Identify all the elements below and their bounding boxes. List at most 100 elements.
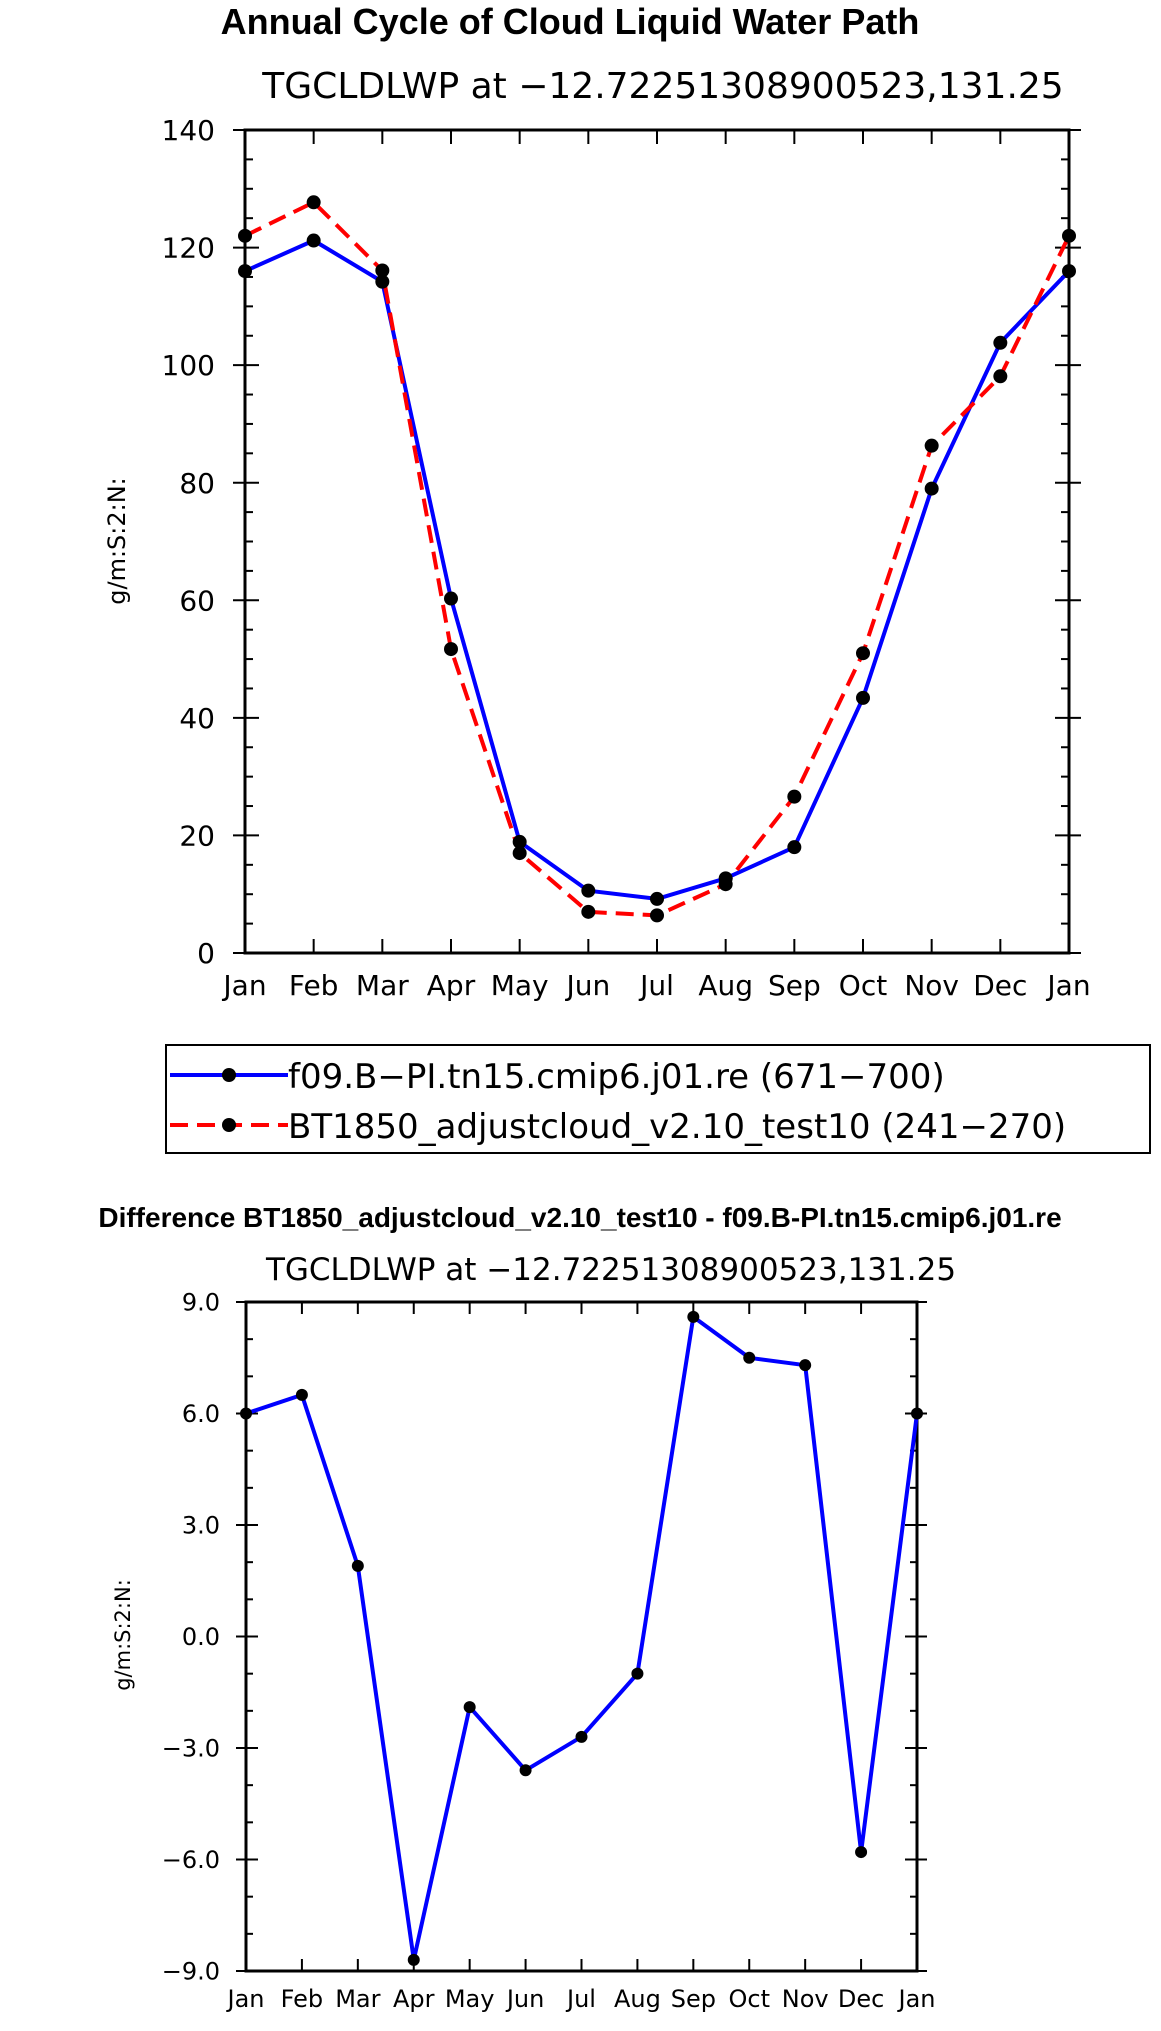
y-tick-label: 80 <box>179 467 215 500</box>
data-point-s1-4 <box>512 834 527 849</box>
y-tick-label: 0 <box>197 937 215 970</box>
data-point-s2-2 <box>375 263 390 278</box>
data-point-s1-5 <box>519 1764 532 1777</box>
data-point-s1-7 <box>631 1667 644 1680</box>
data-point-s1-0 <box>238 264 252 279</box>
y-tick-label: 120 <box>162 232 215 265</box>
data-point-s2-4 <box>512 846 527 861</box>
chart1-ylabel: g/m:S:2:N: <box>103 477 131 605</box>
x-tick-label: Dec <box>838 1985 884 2013</box>
chart2-title: Difference BT1850_adjustcloud_v2.10_test… <box>98 1202 1061 1233</box>
chart1-title: Annual Cycle of Cloud Liquid Water Path <box>221 1 920 42</box>
data-point-s2-9 <box>856 646 870 661</box>
legend-label-series-1: f09.B−PI.tn15.cmip6.j01.re (671−700) <box>288 1057 945 1097</box>
y-tick-label: 9.0 <box>182 1289 220 1317</box>
y-tick-label: 100 <box>162 349 215 382</box>
y-tick-label: 20 <box>179 820 215 853</box>
x-tick-label: Jul <box>638 969 674 1002</box>
x-tick-label: Oct <box>839 969 887 1002</box>
data-point-s1-6 <box>650 891 664 906</box>
data-point-s1-1 <box>306 233 321 248</box>
data-point-s1-6 <box>575 1730 588 1743</box>
data-point-s1-0 <box>240 1407 252 1420</box>
chart2-series-lines <box>245 1314 919 1962</box>
x-tick-label: Jan <box>226 1985 265 2013</box>
y-tick-label: 40 <box>179 702 215 735</box>
data-point-s2-7 <box>718 877 733 892</box>
data-point-s1-10 <box>799 1359 812 1372</box>
plot-frame <box>244 1300 919 1973</box>
y-tick-label: −3.0 <box>162 1735 220 1763</box>
data-point-s1-3 <box>407 1953 420 1966</box>
x-tick-label: Jul <box>565 1985 596 2013</box>
y-tick-label: −9.0 <box>162 1958 220 1986</box>
data-point-s1-9 <box>856 690 870 705</box>
chart2-data-points <box>240 1310 923 1966</box>
y-tick-label: 3.0 <box>182 1512 220 1540</box>
data-point-s1-4 <box>463 1701 476 1714</box>
x-tick-label: Aug <box>614 1985 661 2013</box>
annual-cycle-chart: Annual Cycle of Cloud Liquid Water Path … <box>103 1 1091 1002</box>
data-point-s2-5 <box>581 904 596 919</box>
x-tick-label: Mar <box>335 1985 380 2013</box>
data-point-s2-10 <box>924 438 939 453</box>
x-tick-label: Apr <box>393 1985 435 2013</box>
data-point-s1-9 <box>743 1351 756 1364</box>
x-tick-label: Nov <box>904 969 959 1002</box>
legend-label-series-2: BT1850_adjustcloud_v2.10_test10 (241−270… <box>288 1107 1066 1147</box>
difference-chart: Difference BT1850_adjustcloud_v2.10_test… <box>98 1202 1061 2013</box>
x-tick-label: Jan <box>1045 969 1090 1002</box>
chart1-series-lines <box>244 200 1071 918</box>
data-point-s2-3 <box>444 642 458 657</box>
chart1-data-points <box>238 195 1076 923</box>
data-point-s2-1 <box>306 195 321 210</box>
plot-frame <box>243 128 1071 955</box>
x-tick-label: Apr <box>427 969 476 1002</box>
data-point-s1-2 <box>375 274 390 289</box>
x-tick-label: Oct <box>729 1985 771 2013</box>
y-tick-label: 140 <box>162 114 215 147</box>
data-point-s1-3 <box>444 591 458 606</box>
y-tick-label: 6.0 <box>182 1400 220 1428</box>
data-point-s1-8 <box>687 1310 700 1323</box>
legend-marker-series-2 <box>222 1118 236 1132</box>
data-point-s1-8 <box>787 840 802 855</box>
x-tick-label: Mar <box>356 969 409 1002</box>
x-tick-label: Feb <box>289 969 339 1002</box>
y-tick-label: 0.0 <box>182 1623 220 1651</box>
data-point-s1-5 <box>581 883 596 898</box>
chart2-ylabel: g/m:S:2:N: <box>111 1579 135 1691</box>
x-tick-label: May <box>491 969 549 1002</box>
x-tick-label: Feb <box>281 1985 324 2013</box>
data-point-s1-12 <box>911 1407 923 1420</box>
x-tick-label: Jun <box>505 1985 545 2013</box>
series-line-1 <box>245 1314 919 1962</box>
data-point-s1-12 <box>1062 264 1076 279</box>
x-tick-label: Jun <box>564 969 610 1002</box>
data-point-s1-11 <box>993 335 1008 350</box>
data-point-s1-2 <box>351 1559 364 1572</box>
x-tick-label: Jan <box>897 1985 936 2013</box>
data-point-s1-10 <box>924 481 939 496</box>
x-tick-label: Aug <box>698 969 753 1002</box>
data-point-s2-11 <box>993 369 1008 384</box>
series-line-1 <box>244 238 1071 901</box>
x-tick-label: Dec <box>973 969 1027 1002</box>
chart2-axes: Jan Feb Mar Apr May Jun Jul Aug Sep Oct Nov Dec Jan−… <box>162 1289 936 2013</box>
x-tick-label: Sep <box>768 969 821 1002</box>
x-tick-label: Nov <box>782 1985 829 2013</box>
x-tick-label: Sep <box>671 1985 716 2013</box>
legend: f09.B−PI.tn15.cmip6.j01.re (671−700) BT1… <box>165 1044 1151 1154</box>
series-line-2 <box>244 200 1071 918</box>
chart1-axes: Jan Feb Mar Apr May Jun Jul Aug Sep Oct Nov Dec Jan0… <box>162 114 1091 1002</box>
x-tick-label: Jan <box>221 969 266 1002</box>
data-point-s1-11 <box>855 1846 868 1859</box>
legend-marker-series-1 <box>222 1068 236 1082</box>
data-point-s1-1 <box>295 1388 308 1401</box>
data-point-s2-8 <box>787 789 802 804</box>
x-tick-label: May <box>445 1985 495 2013</box>
data-point-s2-12 <box>1062 228 1076 243</box>
legend-box <box>165 1044 1151 1154</box>
chart2-subtitle: TGCLDLWP at −12.72251308900523,131.25 <box>265 1252 956 1288</box>
